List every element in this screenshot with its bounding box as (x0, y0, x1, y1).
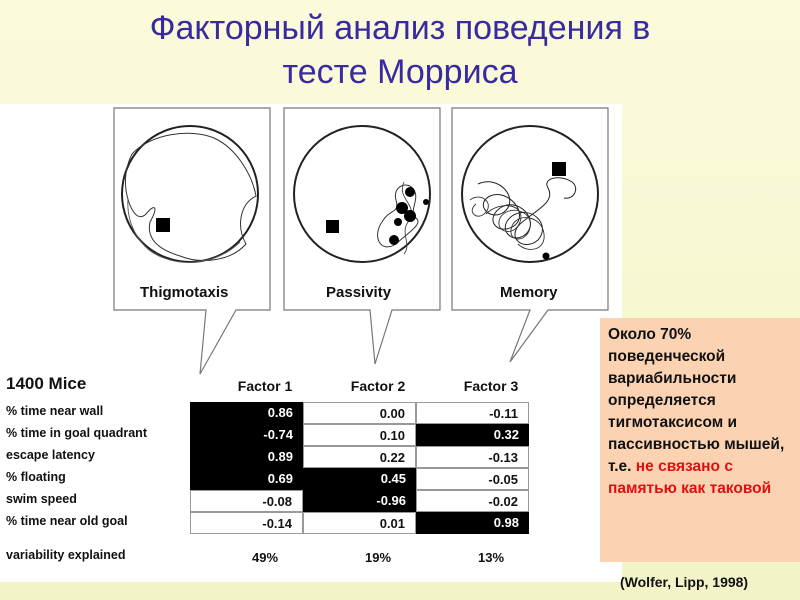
variability-factor-1: 49% (251, 550, 279, 565)
row-label: swim speed (6, 492, 77, 506)
panel-label-passivity: Passivity (326, 284, 392, 301)
factor-header-1: Factor 1 (237, 378, 293, 394)
loading-cell: 0.89 (190, 446, 303, 468)
loading-cell: -0.96 (303, 490, 416, 512)
row-label: escape latency (6, 448, 95, 462)
loading-cell: -0.02 (416, 490, 529, 512)
loading-cell: 0.22 (303, 446, 416, 468)
thigmotaxis-bubble (113, 107, 271, 375)
memory-bubble (451, 107, 609, 363)
note-text: Около 70% поведенческой вариабильности о… (608, 326, 785, 475)
loading-cell: 0.32 (416, 424, 529, 446)
loading-cell: -0.13 (416, 446, 529, 468)
title-line-2: тесте Морриса (282, 53, 518, 91)
panel-label-memory: Memory (500, 284, 558, 301)
row-label: % floating (6, 470, 66, 484)
passivity-bubble (283, 107, 441, 365)
loading-cell: -0.14 (190, 512, 303, 534)
figure-graphics (113, 107, 609, 375)
loading-cell: 0.86 (190, 402, 303, 424)
loading-cell: 0.00 (303, 402, 416, 424)
variability-label: variability explained (6, 548, 126, 562)
page-title: Факторный анализ поведения в тесте Морри… (0, 6, 800, 94)
figure: Thigmotaxis Passivity Memory 1400 Mice F… (0, 104, 622, 582)
factor-header-3: Factor 3 (463, 378, 519, 394)
note-highlight: не связано с памятью как таковой (608, 458, 772, 497)
loading-cell: 0.69 (190, 468, 303, 490)
row-label: % time in goal quadrant (6, 426, 147, 440)
variability-factor-2: 19% (364, 550, 392, 565)
loading-cell: -0.05 (416, 468, 529, 490)
row-label: % time near old goal (6, 514, 128, 528)
mice-label: 1400 Mice (6, 374, 87, 393)
loading-cell: 0.98 (416, 512, 529, 534)
loading-cell: -0.11 (416, 402, 529, 424)
loading-cell: 0.10 (303, 424, 416, 446)
variability-factor-3: 13% (477, 550, 505, 565)
row-label: % time near wall (6, 404, 104, 418)
panel-label-thigmotaxis: Thigmotaxis (140, 284, 229, 301)
title-line-1: Факторный анализ поведения в (149, 9, 651, 47)
loading-cell: 0.01 (303, 512, 416, 534)
citation: (Wolfer, Lipp, 1998) (620, 574, 749, 590)
loading-cell: -0.08 (190, 490, 303, 512)
loading-cell: -0.74 (190, 424, 303, 446)
loading-cell: 0.45 (303, 468, 416, 490)
factor-header-2: Factor 2 (350, 378, 406, 394)
conclusion-note: Около 70% поведенческой вариабильности о… (600, 318, 800, 562)
